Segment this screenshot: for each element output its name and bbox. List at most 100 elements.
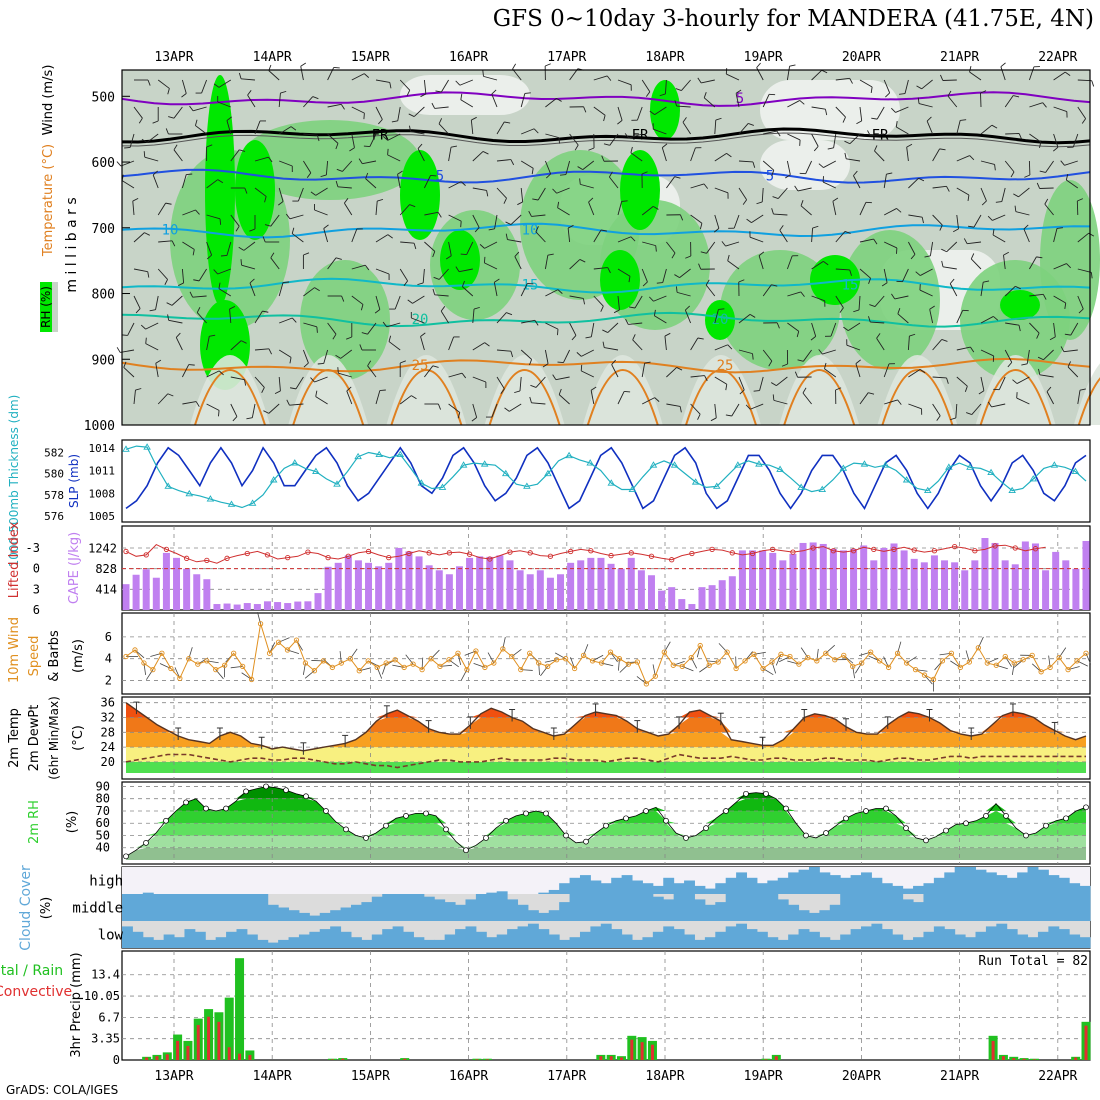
wind-barb <box>907 336 910 351</box>
wind-barb-flag <box>698 263 702 270</box>
rh-saturated-region <box>705 300 735 340</box>
wind-barb <box>182 209 196 216</box>
rh-marker <box>823 830 829 836</box>
cloud-middle-bar <box>767 894 779 921</box>
wind-barb <box>759 376 764 391</box>
rh-tick-label: 70 <box>96 804 110 818</box>
thickness-tick-label: 580 <box>44 468 64 481</box>
wind-barb-flag <box>738 279 745 283</box>
cloud-low-bar <box>600 923 612 948</box>
wind-barb <box>662 268 667 283</box>
pressure-tick-label: 800 <box>92 288 115 303</box>
temp-band-20-24 <box>126 747 1086 762</box>
cloud-middle-bar <box>413 894 425 921</box>
temp-tick-label: 20 <box>101 755 115 769</box>
precip-convective-bar <box>403 1058 407 1060</box>
cloud-middle-bar <box>861 894 872 921</box>
wind-barb-flag <box>968 225 975 228</box>
wind-barb-flag <box>437 212 442 218</box>
wind-barb <box>201 79 208 94</box>
cloud-middle-bar <box>288 910 300 921</box>
cape-li-frame <box>121 525 1091 611</box>
wind-barb <box>690 375 705 378</box>
wind-barb <box>545 133 560 139</box>
wind-barb <box>634 295 643 309</box>
temp-tick-label: 28 <box>101 725 115 739</box>
freezing-level-line <box>121 132 1091 148</box>
wind-barb-flag <box>844 152 847 159</box>
wind-barb-flag <box>924 255 931 258</box>
cloud-high-bar <box>965 867 977 894</box>
wind-barb <box>870 321 885 324</box>
wind-speed-marker <box>823 650 829 656</box>
cloud-high-bar <box>777 877 789 894</box>
wind-barb-flag <box>906 143 913 148</box>
wind-speed-marker <box>1083 650 1089 656</box>
cloud-middle-bar <box>642 894 654 921</box>
cloud-high-bar <box>975 869 987 894</box>
cloud-middle-bar <box>871 894 883 921</box>
wind-barb <box>786 160 791 175</box>
rh-marker <box>443 826 449 833</box>
wind-speed-marker <box>715 659 721 665</box>
wind-barb <box>1066 179 1079 189</box>
wind-barb-flag <box>896 208 902 213</box>
cape-bar <box>365 562 373 610</box>
thickness-marker <box>649 461 658 468</box>
wind-speed-marker <box>383 660 389 666</box>
cloud-low-bar <box>403 931 414 948</box>
cloud-low-bar <box>694 939 706 948</box>
thickness-marker <box>1008 486 1016 494</box>
rh-marker <box>963 820 969 827</box>
wind-barb-flag <box>249 228 256 232</box>
thickness-marker <box>122 445 130 452</box>
wind-barb <box>749 236 764 243</box>
wind-barb-flag <box>145 337 147 344</box>
wind-barb <box>230 403 238 417</box>
li-tick-label: 6 <box>33 603 40 617</box>
wind-barb <box>375 295 381 310</box>
rh-saturated-region <box>810 255 860 305</box>
wind-speed-marker <box>885 664 892 671</box>
wind-barb-flag <box>802 387 807 394</box>
wind-barb-flag <box>556 97 562 102</box>
wind-barb-flag <box>796 331 800 338</box>
cloud-middle-bar <box>652 896 664 921</box>
wind-barb <box>661 147 667 162</box>
rh-saturated-region <box>235 140 275 240</box>
wind-barb-flag <box>346 386 352 392</box>
wind-barb <box>181 79 187 94</box>
wind-barb <box>270 214 280 227</box>
wind-barb-flag <box>960 119 967 121</box>
wind-barb-flag <box>685 255 692 259</box>
rh-marker <box>583 838 589 845</box>
rh-marker <box>983 813 989 819</box>
wind-barb <box>340 349 353 359</box>
wind-speed-marker <box>392 657 398 663</box>
thickness-marker <box>628 485 637 492</box>
wind-barb <box>980 124 993 135</box>
wind-barb-flag <box>361 332 368 335</box>
rh-marker <box>603 822 609 829</box>
wind-barb <box>859 79 873 88</box>
cape-bar <box>415 556 423 610</box>
cloud-high-bar <box>1037 869 1049 894</box>
cloud-middle-bar <box>704 904 716 921</box>
wind-barb <box>921 79 933 90</box>
wind-barb-flag <box>978 390 985 395</box>
li-marker <box>224 555 230 561</box>
wind-barb <box>195 125 207 135</box>
wind-barb <box>448 181 462 189</box>
wind-barb <box>617 391 625 405</box>
wind-barb-flag <box>1065 174 1069 181</box>
wind-barb-flag <box>869 304 876 307</box>
wind-barb <box>956 120 961 135</box>
wind-barb <box>520 187 524 202</box>
wind-barb <box>1028 66 1035 81</box>
cloud-low-bar <box>1079 937 1091 948</box>
li-marker <box>911 547 917 553</box>
cloud-high-bar <box>725 877 737 894</box>
wind-barb <box>811 295 825 302</box>
rh-moist-region <box>300 260 390 380</box>
wind-barb <box>956 187 970 196</box>
